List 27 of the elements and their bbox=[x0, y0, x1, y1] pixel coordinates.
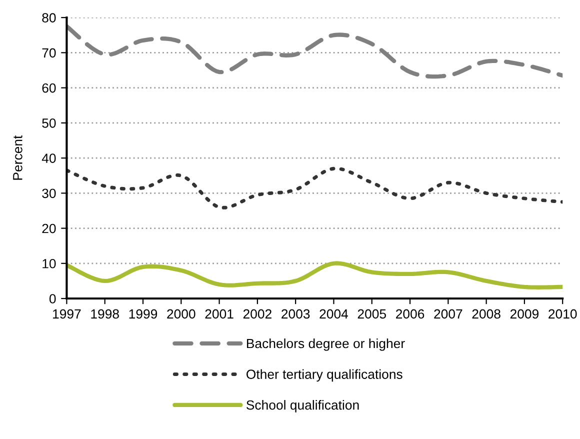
x-tick-label: 2008 bbox=[472, 309, 500, 319]
legend-label: Bachelors degree or higher bbox=[246, 338, 405, 351]
x-tick-label: 2000 bbox=[167, 309, 196, 319]
x-tick-label: 2003 bbox=[282, 309, 310, 319]
x-tick-label: 2007 bbox=[434, 309, 462, 319]
x-tick-label: 2009 bbox=[510, 309, 539, 319]
x-tick-label: 2004 bbox=[320, 309, 348, 319]
y-tick-label: 0 bbox=[49, 294, 56, 304]
y-axis-title: Percent bbox=[13, 135, 22, 180]
x-tick-label: 2010 bbox=[548, 309, 577, 319]
y-tick-label: 50 bbox=[42, 118, 56, 128]
y-tick-label: 20 bbox=[42, 224, 56, 234]
x-tick-label: 2001 bbox=[205, 309, 234, 319]
x-tick-label: 2002 bbox=[243, 309, 272, 319]
x-tick-label: 1997 bbox=[53, 309, 81, 319]
y-tick-label: 80 bbox=[42, 13, 56, 22]
legend-label: School qualification bbox=[246, 400, 359, 412]
x-tick-label: 1998 bbox=[91, 309, 119, 319]
y-tick-label: 10 bbox=[42, 258, 56, 268]
y-tick-label: 60 bbox=[42, 83, 56, 93]
x-tick-label: 2006 bbox=[396, 309, 424, 319]
x-tick-label: 1999 bbox=[129, 309, 158, 319]
x-tick-label: 2005 bbox=[358, 309, 386, 319]
y-tick-label: 70 bbox=[42, 48, 56, 58]
y-tick-label: 40 bbox=[42, 154, 56, 163]
y-tick-label: 30 bbox=[42, 188, 56, 198]
legend-label: Other tertiary qualifications bbox=[246, 369, 402, 382]
